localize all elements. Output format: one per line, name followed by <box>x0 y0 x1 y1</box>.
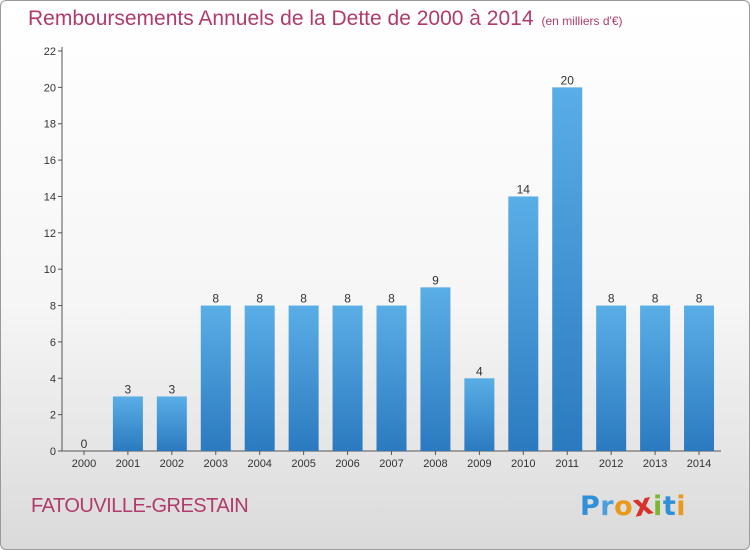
data-label: 9 <box>432 273 439 287</box>
data-label: 3 <box>168 382 175 396</box>
logo-letter: i <box>676 491 686 522</box>
logo-letter: i <box>653 491 663 522</box>
data-label: 8 <box>344 292 351 306</box>
x-tick-label: 2000 <box>72 458 96 470</box>
x-tick-label: 2005 <box>291 458 315 470</box>
data-label: 8 <box>388 292 395 306</box>
x-tick-label: 2002 <box>160 458 184 470</box>
bar <box>640 305 671 451</box>
chart-labels: 2000 0 2001 3 2002 3 2003 8 2004 8 2005 8 2006 8 2007 8… <box>72 73 712 470</box>
y-tick-label: 6 <box>50 337 56 349</box>
logo-letter: P <box>580 491 601 522</box>
data-label: 8 <box>256 292 263 306</box>
y-tick-label: 8 <box>50 301 56 313</box>
bar <box>552 87 583 451</box>
bar <box>596 305 627 451</box>
logo-letter: o <box>614 491 634 522</box>
data-label: 4 <box>476 364 483 378</box>
bar <box>200 305 231 451</box>
bar <box>508 196 539 451</box>
x-tick-label: 2006 <box>335 458 359 470</box>
logo-letter: r <box>600 491 615 522</box>
x-tick-label: 2001 <box>116 458 140 470</box>
chart-bars <box>112 87 715 451</box>
data-label: 20 <box>561 73 575 87</box>
y-tick-label: 16 <box>44 155 56 167</box>
y-tick-label: 22 <box>44 46 56 58</box>
bar <box>464 378 495 451</box>
data-label: 8 <box>696 292 703 306</box>
commune-name: FATOUVILLE-GRESTAIN <box>31 495 249 517</box>
data-label: 3 <box>125 382 132 396</box>
x-tick-label: 2004 <box>247 458 271 470</box>
bar <box>420 287 451 451</box>
bar <box>288 305 319 451</box>
x-tick-label: 2009 <box>467 458 491 470</box>
data-label: 8 <box>300 292 307 306</box>
y-tick-label: 18 <box>44 119 56 131</box>
data-label: 8 <box>212 292 219 306</box>
bar <box>332 305 363 451</box>
x-tick-label: 2008 <box>423 458 447 470</box>
x-tick-label: 2007 <box>379 458 403 470</box>
y-tick-label: 14 <box>44 191 56 203</box>
y-tick-label: 2 <box>50 410 56 422</box>
data-label: 0 <box>81 437 88 451</box>
x-tick-label: 2010 <box>511 458 535 470</box>
y-tick-label: 4 <box>50 373 56 385</box>
chart-title: Remboursements Annuels de la Dette de 20… <box>28 7 623 31</box>
x-tick-label: 2011 <box>555 458 579 470</box>
bar <box>156 396 187 451</box>
data-label: 8 <box>652 292 659 306</box>
x-tick-label: 2012 <box>599 458 623 470</box>
x-tick-label: 2003 <box>204 458 228 470</box>
x-tick-label: 2014 <box>687 458 711 470</box>
logo-letter: t <box>662 491 677 522</box>
bar <box>112 396 143 451</box>
y-tick-label: 0 <box>50 446 56 458</box>
proxiti-logo: Proxiti <box>580 486 686 524</box>
x-tick-label: 2013 <box>643 458 667 470</box>
bar <box>684 305 715 451</box>
chart-title-unit: (en milliers d'€) <box>541 14 623 28</box>
y-tick-label: 20 <box>44 82 56 94</box>
data-label: 14 <box>517 182 531 196</box>
y-tick-label: 12 <box>44 228 56 240</box>
bar <box>376 305 407 451</box>
y-tick-label: 10 <box>44 264 56 276</box>
chart-title-text: Remboursements Annuels de la Dette de 20… <box>28 7 534 30</box>
bar <box>244 305 275 451</box>
data-label: 8 <box>608 292 615 306</box>
